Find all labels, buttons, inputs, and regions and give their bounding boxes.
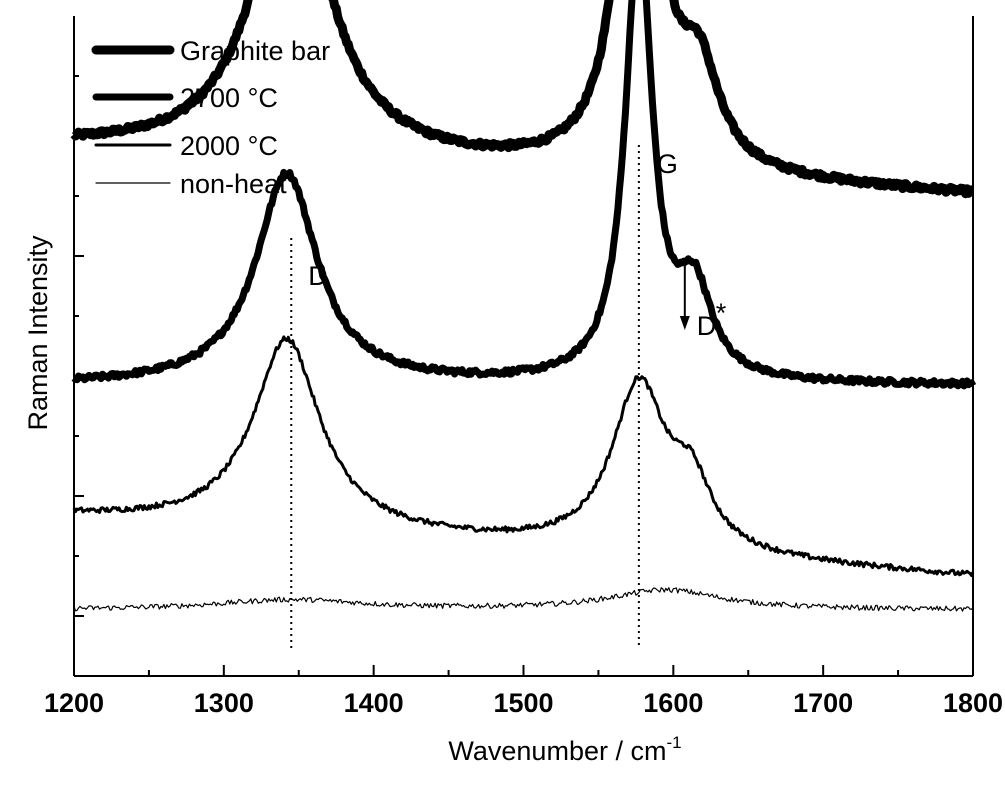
peak-marker-lines xyxy=(290,145,690,648)
x-axis-ticks xyxy=(73,665,974,676)
x-tick-label: 1600 xyxy=(643,688,703,718)
x-tick-label: 1300 xyxy=(194,688,254,718)
series-line-0 xyxy=(70,0,976,199)
legend: Graphite bar 2700 °C 2000 °C non-heat xyxy=(91,36,330,199)
x-tick-label: 1200 xyxy=(44,688,104,718)
series-line-3 xyxy=(73,587,974,612)
series-line-1 xyxy=(71,0,977,390)
legend-label-1: 2700 °C xyxy=(180,83,278,113)
peak-label-d: D xyxy=(308,261,328,291)
series-lines xyxy=(70,0,977,612)
legend-label-3: non-heat xyxy=(180,169,287,199)
x-tick-label: 1700 xyxy=(793,688,853,718)
peak-label-dstar: D xyxy=(697,311,717,341)
peak-label-dstar-superscript: * xyxy=(716,298,727,328)
series-line-2 xyxy=(72,335,975,577)
peak-label-g: G xyxy=(657,149,678,179)
x-axis-tick-labels: 1200 1300 1400 1500 1600 1700 1800 xyxy=(44,688,1003,718)
x-tick-label: 1500 xyxy=(493,688,553,718)
legend-label-0: Graphite bar xyxy=(180,36,330,66)
legend-label-2: 2000 °C xyxy=(180,131,278,161)
peak-labels: DGD * xyxy=(308,149,727,341)
x-tick-label: 1400 xyxy=(344,688,404,718)
x-tick-label: 1800 xyxy=(943,688,1003,718)
dstar-arrow-head xyxy=(679,316,690,330)
y-axis-ticks xyxy=(74,75,84,617)
y-axis-label: Raman Intensity xyxy=(23,235,53,431)
x-axis-label: Wavenumber / cm-1 xyxy=(448,733,681,766)
